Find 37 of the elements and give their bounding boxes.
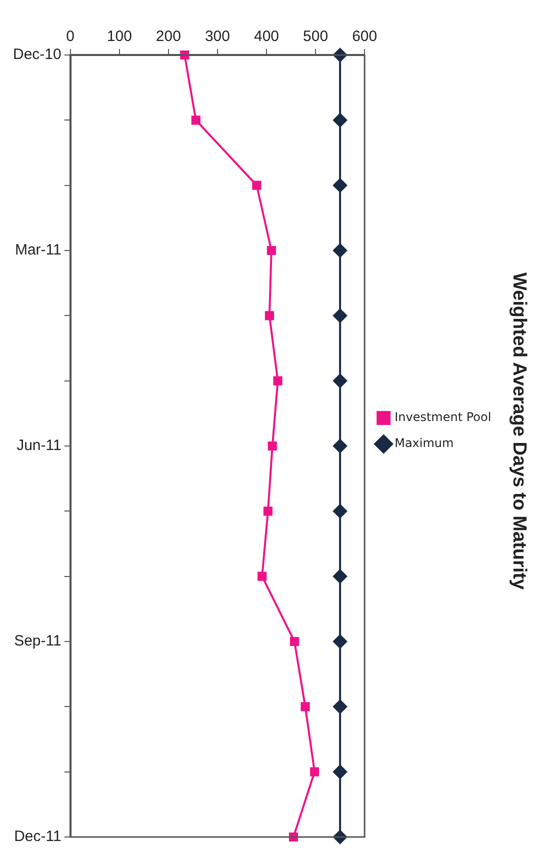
x-tick-label: 500	[303, 28, 328, 46]
point	[333, 308, 348, 323]
legend-label: Maximum	[394, 436, 454, 450]
point	[268, 441, 277, 451]
point	[333, 374, 348, 388]
point	[266, 246, 276, 256]
y-tick-label: Dec-10	[12, 46, 62, 64]
x-tick-label: 600	[352, 28, 378, 46]
y-tick-label: Sep-11	[14, 632, 62, 650]
point	[263, 506, 273, 516]
x-tick-label: 0	[66, 28, 75, 46]
point	[333, 439, 348, 453]
point	[333, 244, 348, 258]
y-tick-label: Dec-11	[14, 828, 62, 846]
point	[191, 116, 200, 125]
x-tick-label: 400	[254, 28, 280, 46]
point	[310, 767, 320, 776]
y-tick-label: Mar-11	[14, 242, 62, 259]
point	[252, 180, 262, 190]
point	[264, 311, 274, 320]
x-tick-label: 100	[106, 28, 132, 46]
point	[333, 178, 348, 192]
point	[273, 376, 282, 386]
legend-label: Investment Pool	[394, 410, 492, 424]
point	[333, 700, 348, 714]
point	[333, 569, 348, 584]
point	[333, 113, 348, 128]
x-tick-label: 300	[204, 28, 230, 46]
point	[333, 634, 348, 648]
point	[290, 636, 299, 646]
y-tick-label: Jun-11	[16, 437, 62, 454]
point	[258, 572, 267, 581]
x-tick-label: 200	[156, 28, 181, 46]
point	[333, 764, 348, 779]
point	[300, 702, 310, 712]
point	[333, 504, 348, 518]
text: Weighted Average Days to Maturity	[508, 272, 530, 590]
